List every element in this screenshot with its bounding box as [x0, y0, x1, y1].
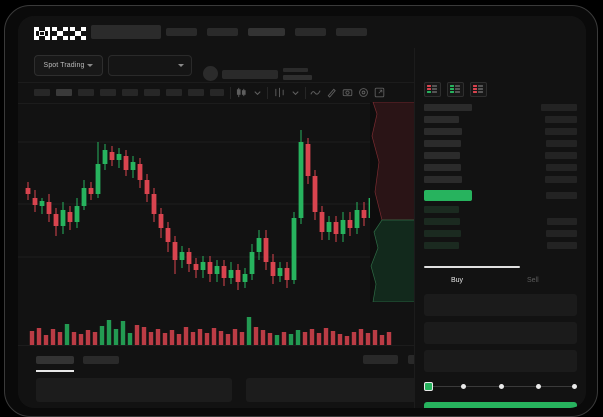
- orderbook-row-ask[interactable]: [424, 116, 459, 123]
- toolbar-divider: [230, 87, 231, 99]
- app-screen: Spot Trading: [18, 16, 586, 408]
- chevron-down-icon[interactable]: [252, 87, 263, 98]
- orderbook-amount-cell: [547, 218, 577, 225]
- chevron-down-icon: [87, 64, 94, 67]
- order-side-tabs: Buy Sell: [415, 270, 586, 294]
- orderbook-row-bid[interactable]: [424, 218, 460, 225]
- orderbook-row-ask[interactable]: [424, 152, 460, 159]
- orderbook-amount-cell: [546, 164, 577, 171]
- orderbook-row-ask[interactable]: [424, 104, 472, 111]
- market-mode-selector[interactable]: Spot Trading: [34, 55, 103, 76]
- orderbook-amount-cell: [545, 176, 577, 183]
- timeframe-1w[interactable]: [166, 89, 182, 96]
- timeframe-5m[interactable]: [56, 89, 72, 96]
- line-chart-icon[interactable]: [310, 87, 321, 98]
- nav-item-3[interactable]: [248, 28, 285, 36]
- order-percent-slider[interactable]: [424, 382, 577, 391]
- timeframe-1d[interactable]: [144, 89, 160, 96]
- chart-toolbar: [18, 82, 415, 104]
- nav-item-2[interactable]: [207, 28, 238, 36]
- orderbook-amount-cell: [545, 128, 577, 135]
- orderbook-amount-cell: [541, 104, 577, 111]
- toolbar-divider: [305, 87, 306, 99]
- orderbook-row-bid[interactable]: [424, 242, 459, 249]
- candlestick-chart-canvas: [18, 130, 415, 345]
- bottom-panel: [18, 345, 440, 408]
- top-navigation-bar: [18, 16, 586, 48]
- active-tab-underline: [36, 370, 74, 372]
- timeframe-15m[interactable]: [78, 89, 94, 96]
- slider-node-100[interactable]: [572, 383, 577, 389]
- orderbook-row-bid[interactable]: [424, 206, 459, 213]
- orderbook-amount-cell: [545, 116, 577, 123]
- device-frame: Spot Trading: [4, 5, 598, 417]
- orderbook-row-ask[interactable]: [424, 140, 461, 147]
- slider-node-25[interactable]: [461, 383, 467, 389]
- device-bezel: Spot Trading: [18, 16, 586, 408]
- orderbook-amount-cell: [547, 242, 577, 249]
- market-mode-label: Spot Trading: [43, 62, 85, 69]
- timeframe-more[interactable]: [210, 89, 224, 96]
- orderbook-row-ask[interactable]: [424, 164, 461, 171]
- price-chart[interactable]: [18, 102, 415, 346]
- timeframe-1mo[interactable]: [188, 89, 204, 96]
- settings-gear-icon[interactable]: [358, 87, 369, 98]
- timeframe-1h[interactable]: [100, 89, 116, 96]
- order-amount-field[interactable]: [424, 322, 577, 344]
- candlestick-chart-icon[interactable]: [236, 87, 247, 98]
- fullscreen-icon[interactable]: [374, 87, 385, 98]
- orderbook-row-spread[interactable]: [424, 190, 472, 201]
- orderbook-row-ask[interactable]: [424, 128, 462, 135]
- camera-snapshot-icon[interactable]: [342, 87, 353, 98]
- orderbook-row-bid[interactable]: [424, 230, 461, 237]
- nav-item-4[interactable]: [295, 28, 326, 36]
- orderbook-layout-toggles: [424, 82, 487, 97]
- nav-item-5[interactable]: [336, 28, 367, 36]
- place-buy-order-button[interactable]: [424, 402, 577, 408]
- volume-histogram: [29, 317, 392, 345]
- account-name-label: [222, 70, 278, 79]
- okx-logo-icon[interactable]: [34, 27, 86, 40]
- chevron-down-icon[interactable]: [290, 87, 301, 98]
- order-total-field[interactable]: [424, 350, 577, 372]
- chart-gridlines: [18, 141, 415, 258]
- market-depth-overlay: [370, 102, 415, 303]
- orderbook-layout-buy-icon[interactable]: [447, 82, 464, 97]
- ticker-stat-change: [283, 68, 312, 80]
- orderbook-amount-cell: [546, 230, 577, 237]
- orderbook-amount-cell: [546, 192, 577, 199]
- pencil-draw-icon[interactable]: [326, 87, 337, 98]
- orderbook-amount-cell: [546, 140, 577, 147]
- market-subheader: Spot Trading: [18, 48, 586, 80]
- buy-tab-underline: [424, 266, 520, 268]
- orderbook-and-trade-panel: Buy Sell: [414, 48, 586, 408]
- indicators-icon[interactable]: [274, 87, 285, 98]
- tab-open-orders[interactable]: [36, 356, 74, 364]
- tab-sell-label: Sell: [527, 277, 539, 284]
- nav-item-1[interactable]: [166, 28, 197, 36]
- orderbook-layout-sell-icon[interactable]: [470, 82, 487, 97]
- trading-pair-selector[interactable]: [108, 55, 192, 76]
- bottom-panel-left: [36, 378, 232, 402]
- timeframe-4h[interactable]: [122, 89, 138, 96]
- slider-handle[interactable]: [424, 382, 433, 391]
- candlestick-series: [25, 130, 415, 290]
- search-input[interactable]: [91, 25, 161, 39]
- order-price-field[interactable]: [424, 294, 577, 316]
- tab-order-history[interactable]: [83, 356, 119, 364]
- timeframe-1m[interactable]: [34, 89, 50, 96]
- toolbar-divider: [267, 87, 268, 99]
- tab-sell[interactable]: Sell: [527, 277, 539, 284]
- orderbook-row-ask[interactable]: [424, 176, 462, 183]
- tab-buy-label: Buy: [451, 277, 464, 284]
- slider-node-50[interactable]: [498, 383, 504, 389]
- avatar[interactable]: [203, 66, 218, 81]
- slider-node-75[interactable]: [536, 383, 542, 389]
- tab-buy[interactable]: Buy: [451, 277, 463, 284]
- bottom-action-1[interactable]: [363, 355, 398, 364]
- orderbook-layout-both-icon[interactable]: [424, 82, 441, 97]
- orderbook-amount-cell: [545, 152, 577, 159]
- bottom-panel-right: [246, 378, 436, 402]
- chevron-down-icon: [178, 64, 184, 67]
